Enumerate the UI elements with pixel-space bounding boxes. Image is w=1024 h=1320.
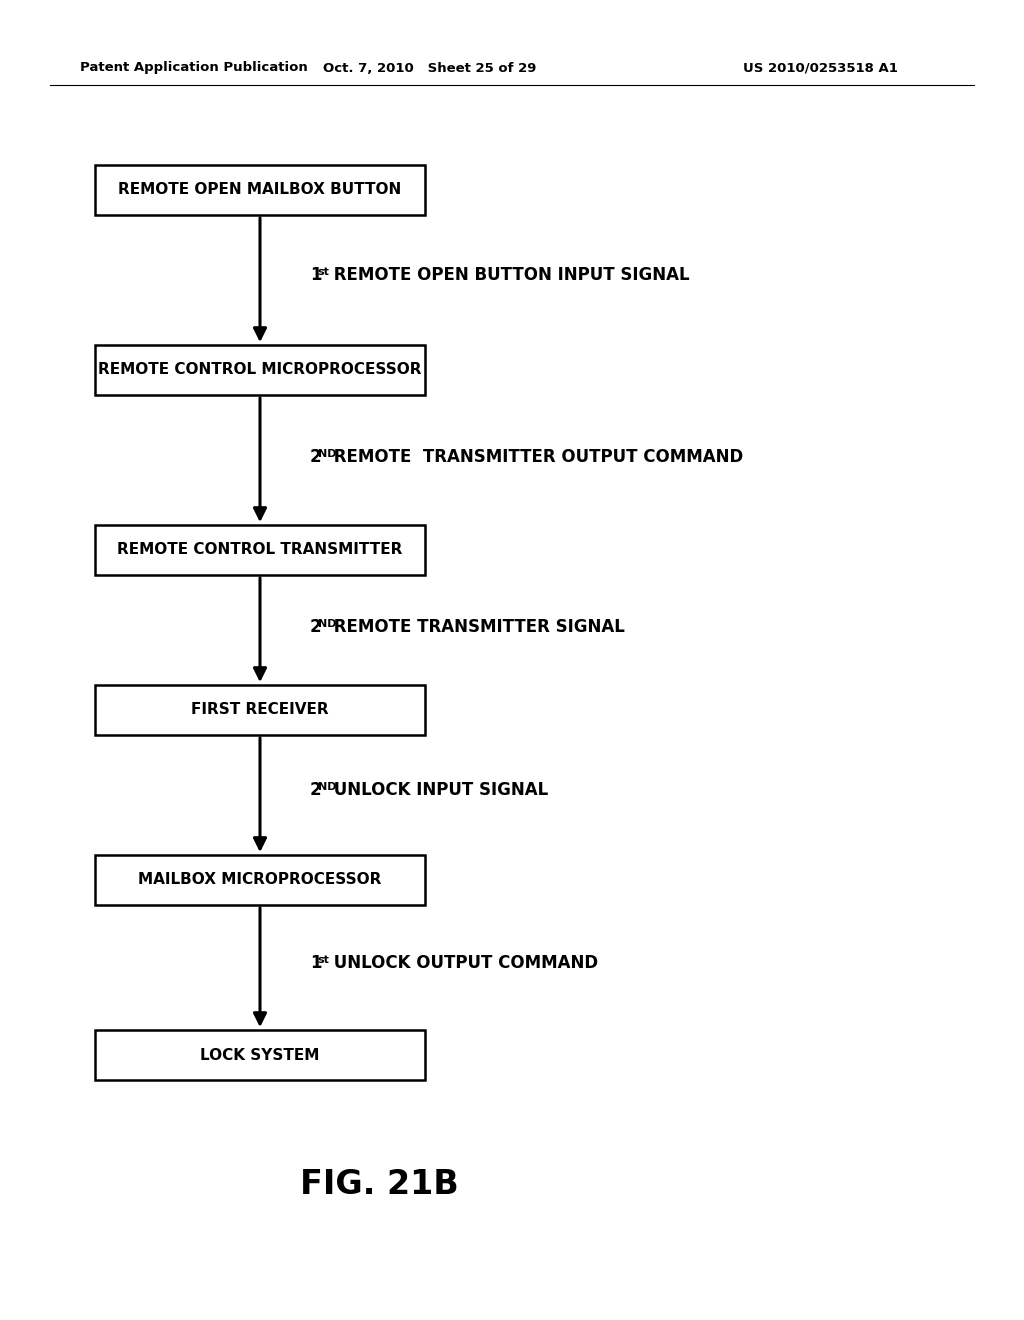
Text: REMOTE OPEN MAILBOX BUTTON: REMOTE OPEN MAILBOX BUTTON [119, 182, 401, 198]
Text: REMOTE CONTROL TRANSMITTER: REMOTE CONTROL TRANSMITTER [118, 543, 402, 557]
Text: 2: 2 [310, 618, 322, 636]
Text: st: st [317, 267, 330, 277]
Text: REMOTE CONTROL MICROPROCESSOR: REMOTE CONTROL MICROPROCESSOR [98, 363, 422, 378]
Text: Oct. 7, 2010   Sheet 25 of 29: Oct. 7, 2010 Sheet 25 of 29 [324, 62, 537, 74]
Text: LOCK SYSTEM: LOCK SYSTEM [201, 1048, 319, 1063]
Bar [95, 685, 425, 735]
Text: ND: ND [317, 781, 336, 792]
Text: 1: 1 [310, 267, 322, 284]
Text: ND: ND [317, 619, 336, 628]
Text: 1: 1 [310, 954, 322, 972]
Text: REMOTE TRANSMITTER SIGNAL: REMOTE TRANSMITTER SIGNAL [329, 618, 625, 636]
Bar [95, 1030, 425, 1080]
Text: REMOTE  TRANSMITTER OUTPUT COMMAND: REMOTE TRANSMITTER OUTPUT COMMAND [329, 447, 743, 466]
Text: US 2010/0253518 A1: US 2010/0253518 A1 [742, 62, 897, 74]
Text: st: st [317, 954, 330, 965]
Bar [95, 165, 425, 215]
Text: Patent Application Publication: Patent Application Publication [80, 62, 308, 74]
Text: 2: 2 [310, 447, 322, 466]
Text: FIRST RECEIVER: FIRST RECEIVER [191, 702, 329, 718]
Bar [95, 525, 425, 576]
Text: REMOTE OPEN BUTTON INPUT SIGNAL: REMOTE OPEN BUTTON INPUT SIGNAL [329, 267, 690, 284]
Text: FIG. 21B: FIG. 21B [299, 1168, 459, 1201]
Bar [95, 345, 425, 395]
Text: UNLOCK OUTPUT COMMAND: UNLOCK OUTPUT COMMAND [329, 954, 598, 972]
Text: MAILBOX MICROPROCESSOR: MAILBOX MICROPROCESSOR [138, 873, 382, 887]
Text: UNLOCK INPUT SIGNAL: UNLOCK INPUT SIGNAL [329, 781, 549, 799]
Bar [95, 855, 425, 906]
Text: 2: 2 [310, 781, 322, 799]
Text: ND: ND [317, 449, 336, 458]
